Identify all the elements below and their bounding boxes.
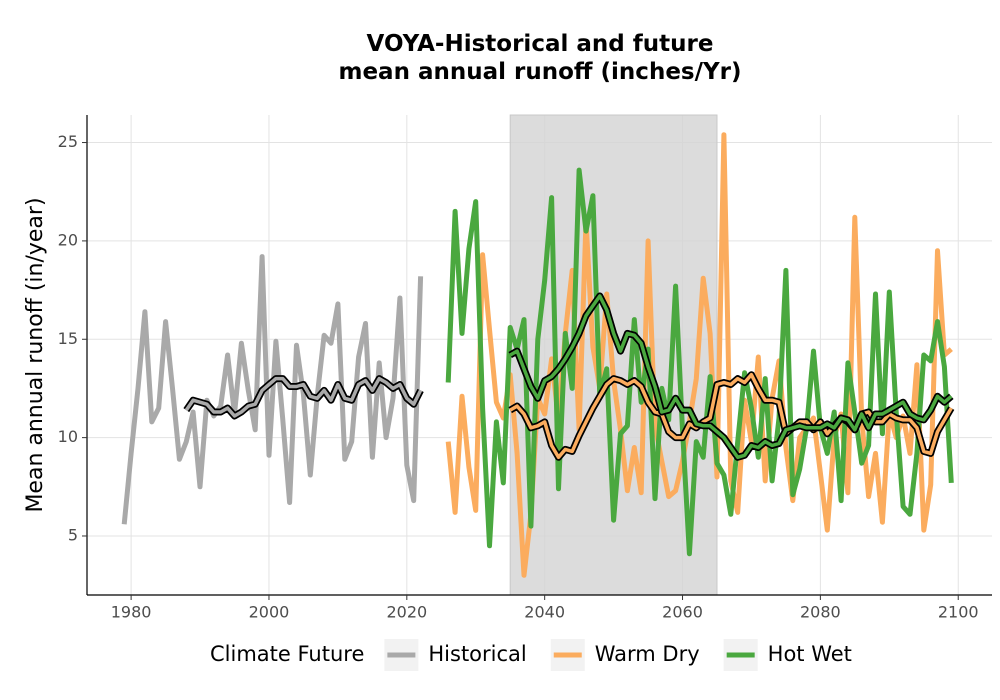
smoothed-line [184, 376, 423, 418]
smoothed-line [509, 372, 953, 460]
series-line [121, 254, 424, 525]
legend-label: Hot Wet [768, 642, 852, 666]
x-tick-label: 2080 [800, 603, 841, 622]
x-tick-label: 2060 [662, 603, 703, 622]
smoothed-line [509, 294, 953, 460]
y-tick-label: 15 [58, 329, 78, 348]
x-tick-label: 2100 [938, 603, 979, 622]
legend-label: Historical [428, 642, 526, 666]
y-axis-label: Mean annual runoff (in/year) [23, 197, 48, 512]
y-tick-label: 20 [58, 230, 78, 249]
x-tick-label: 1980 [111, 603, 152, 622]
x-tick-label: 2000 [249, 603, 290, 622]
legend-title: Climate Future [210, 642, 364, 666]
series-line [445, 167, 954, 557]
chart-title: VOYA-Historical and future mean annual r… [338, 31, 742, 85]
x-tick-label: 2040 [524, 603, 565, 622]
x-tick-label: 2020 [386, 603, 427, 622]
y-tick-label: 10 [58, 427, 78, 446]
y-tick-label: 25 [58, 132, 78, 151]
y-tick-label: 5 [68, 525, 78, 544]
legend-label: Warm Dry [595, 642, 700, 666]
